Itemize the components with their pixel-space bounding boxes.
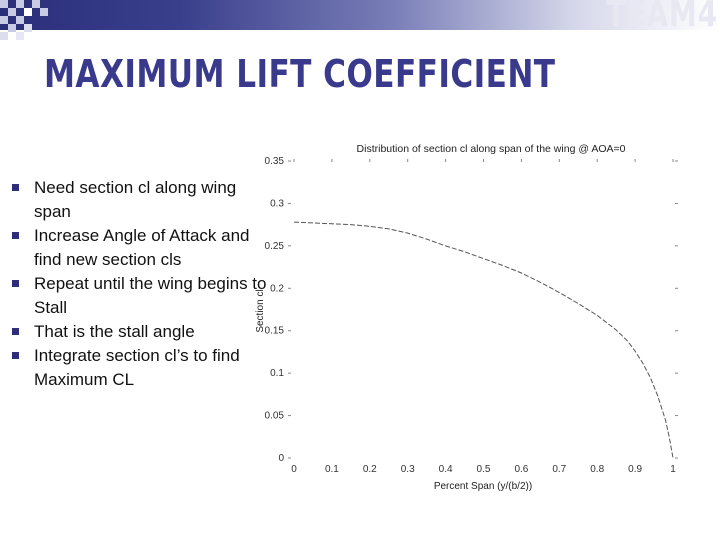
x-tick-label: 0.8	[590, 464, 604, 475]
bullet-text: Increase Angle of Attack and find new se…	[34, 226, 250, 269]
section-cl-chart: Distribution of section cl along span of…	[255, 143, 678, 492]
bullet-marker	[12, 328, 19, 335]
y-axis-label: Section cl	[255, 289, 266, 332]
bullet-item: Increase Angle of Attack and find new se…	[10, 224, 272, 272]
x-tick-label: 1	[670, 464, 676, 475]
x-tick-label: 0.3	[401, 464, 415, 475]
x-tick-label: 0.7	[552, 464, 566, 475]
bullet-item: Repeat until the wing begins to Stall	[10, 272, 272, 320]
bullet-list: Need section cl along wing span Increase…	[10, 176, 272, 392]
chart-title: Distribution of section cl along span of…	[357, 143, 626, 155]
bullet-marker	[12, 352, 19, 359]
x-tick-label: 0.9	[628, 464, 642, 475]
y-tick-label: 0.2	[270, 283, 284, 294]
bullet-text: Integrate section cl’s to find Maximum C…	[34, 346, 240, 389]
x-axis-label: Percent Span (y/(b/2))	[434, 481, 532, 492]
bullet-text: Need section cl along wing span	[34, 178, 237, 221]
bullet-marker	[12, 232, 19, 239]
bullet-marker	[12, 184, 19, 191]
y-tick-label: 0.1	[270, 368, 284, 379]
series-line	[293, 221, 674, 459]
y-tick-label: 0	[278, 453, 284, 464]
y-tick-label: 0.25	[265, 241, 285, 252]
y-tick-label: 0.3	[270, 198, 284, 209]
y-tick-label: 0.35	[265, 156, 285, 167]
checker-decoration	[0, 0, 48, 40]
x-tick-label: 0.1	[325, 464, 339, 475]
x-tick-label: 0.6	[514, 464, 528, 475]
header-gradient-band	[0, 0, 720, 30]
y-tick-label: 0.05	[265, 411, 285, 422]
bullet-text: That is the stall angle	[34, 322, 195, 341]
slide-title: MAXIMUM LIFT COEFFICIENT	[44, 52, 556, 96]
x-tick-label: 0.4	[439, 464, 453, 475]
x-tick-label: 0.2	[363, 464, 377, 475]
x-tick-label: 0	[291, 464, 297, 475]
bullet-text: Repeat until the wing begins to Stall	[34, 274, 267, 317]
bullet-item: That is the stall angle	[10, 320, 272, 344]
bullet-item: Need section cl along wing span	[10, 176, 272, 224]
bullet-marker	[12, 280, 19, 287]
brand-logo-text: TEAM4	[606, 0, 718, 35]
bullet-item: Integrate section cl’s to find Maximum C…	[10, 344, 272, 392]
y-tick-label: 0.15	[265, 326, 285, 337]
x-tick-label: 0.5	[477, 464, 491, 475]
